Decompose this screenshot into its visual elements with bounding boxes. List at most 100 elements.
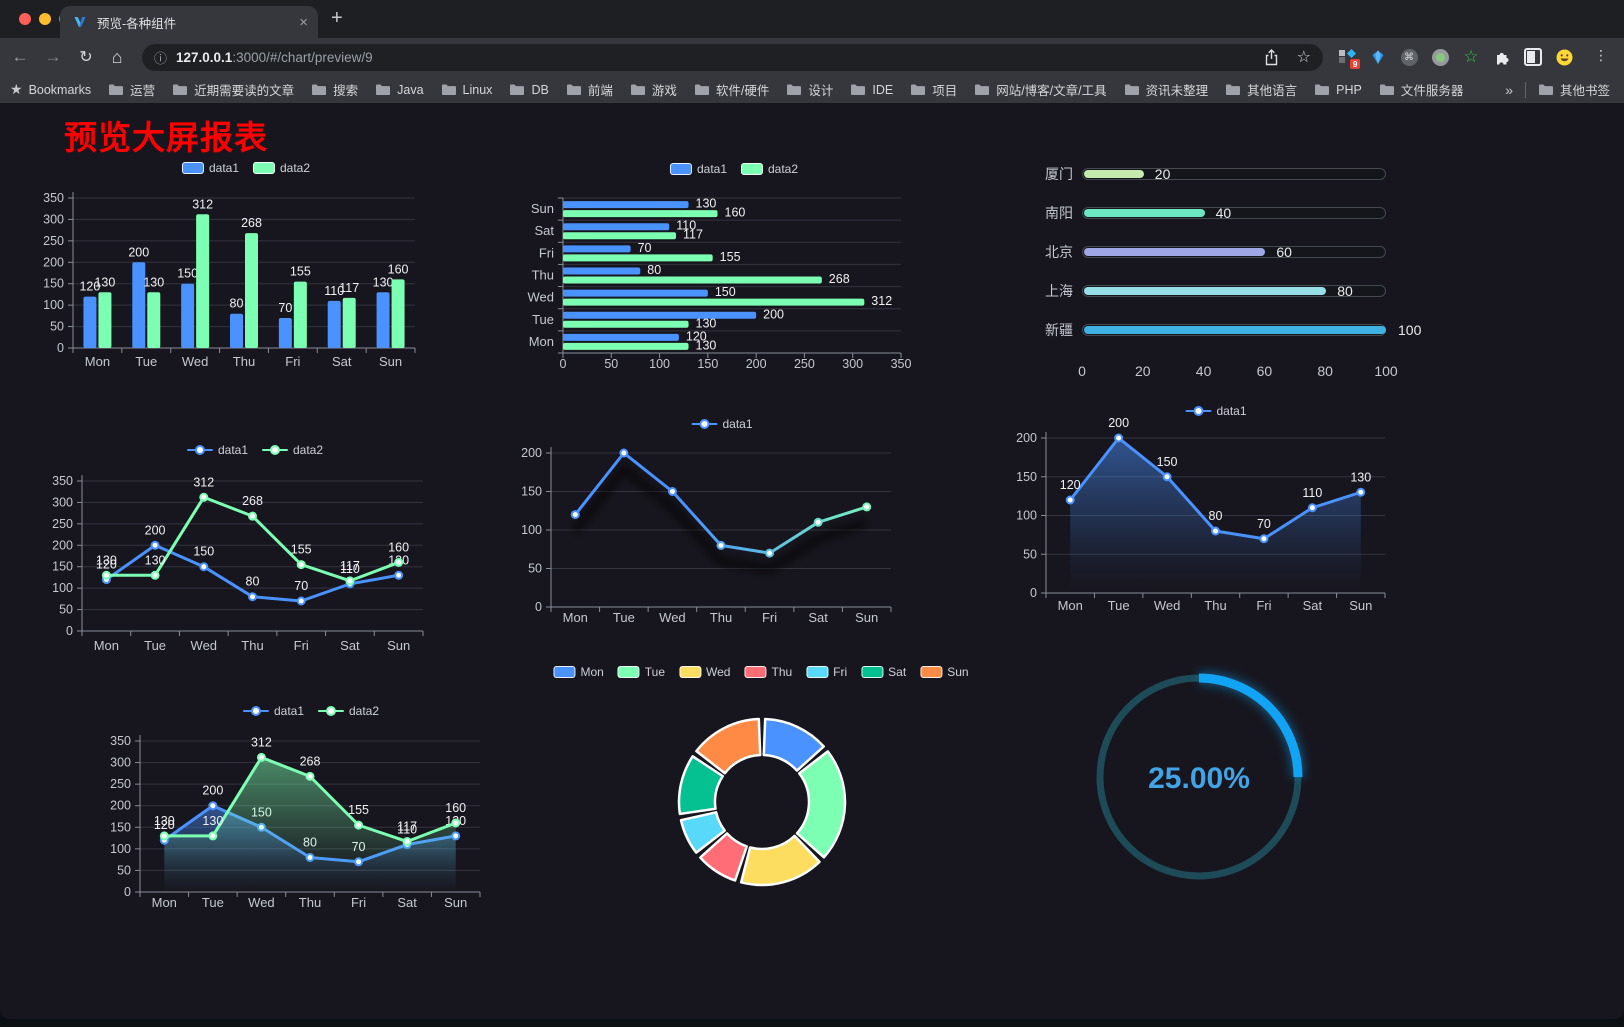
bookmark-item-11[interactable]: 项目 bbox=[910, 80, 957, 99]
svg-text:Mon: Mon bbox=[529, 334, 554, 349]
bookmark-item-7[interactable]: 游戏 bbox=[630, 80, 677, 99]
bookmarks-manager[interactable]: ★ Bookmarks bbox=[10, 81, 91, 98]
pie-slice-Sat[interactable] bbox=[677, 755, 725, 816]
extension-command-icon[interactable]: ⌘ bbox=[1400, 48, 1418, 66]
legend-item-Thu[interactable]: Thu bbox=[744, 665, 792, 679]
svg-text:300: 300 bbox=[842, 357, 863, 371]
progress-track-厦门 bbox=[1082, 168, 1386, 180]
legend-item-data1[interactable]: data1 bbox=[1185, 404, 1247, 418]
progress-label-1: 南阳 bbox=[1045, 205, 1073, 221]
window-close-button[interactable] bbox=[19, 13, 31, 25]
browser-menu-icon[interactable]: ⋮ bbox=[1594, 47, 1608, 63]
legend-item-data1[interactable]: data1 bbox=[186, 443, 248, 457]
extension-green-star-icon[interactable]: ☆ bbox=[1463, 47, 1479, 66]
pie-slice-Tue[interactable] bbox=[795, 750, 847, 859]
extension-puzzle-icon[interactable] bbox=[1493, 48, 1511, 66]
pie-slice-Sun[interactable] bbox=[695, 717, 762, 775]
chart-legend: data1 data2 bbox=[181, 161, 310, 175]
legend-item-data2[interactable]: data2 bbox=[741, 162, 798, 176]
chart-legend: data1 bbox=[1185, 404, 1247, 418]
progress-axis-tick: 0 bbox=[1078, 363, 1086, 379]
new-tab-button[interactable]: + bbox=[331, 7, 343, 29]
svg-text:Mon: Mon bbox=[152, 895, 177, 910]
svg-text:Mon: Mon bbox=[1058, 598, 1083, 613]
bookmark-item-0[interactable]: 运营 bbox=[108, 80, 155, 99]
bookmark-item-6[interactable]: 前端 bbox=[566, 80, 613, 99]
legend-item-data2[interactable]: data2 bbox=[262, 443, 323, 457]
svg-text:Fri: Fri bbox=[351, 895, 366, 910]
bookmark-item-14[interactable]: 其他语言 bbox=[1225, 80, 1297, 99]
svg-text:Sun: Sun bbox=[855, 610, 878, 625]
legend-item-Sat[interactable]: Sat bbox=[861, 665, 906, 679]
bookmark-item-15[interactable]: PHP bbox=[1314, 83, 1362, 97]
other-bookmarks[interactable]: 其他书签 bbox=[1538, 80, 1610, 99]
bookmark-item-2[interactable]: 搜索 bbox=[311, 80, 358, 99]
bookmark-item-10[interactable]: IDE bbox=[850, 83, 893, 97]
window-minimize-button[interactable] bbox=[39, 13, 51, 25]
pie-slice-Thu[interactable] bbox=[699, 832, 748, 882]
svg-text:250: 250 bbox=[43, 234, 64, 248]
extension-emoji-icon[interactable] bbox=[1555, 48, 1573, 66]
legend-item-data1[interactable]: data1 bbox=[181, 161, 239, 175]
share-icon[interactable] bbox=[1264, 49, 1279, 66]
legend-item-data2[interactable]: data2 bbox=[253, 161, 310, 175]
legend-item-Tue[interactable]: Tue bbox=[617, 665, 666, 679]
bookmark-item-3[interactable]: Java bbox=[375, 83, 424, 97]
svg-text:0: 0 bbox=[124, 885, 131, 899]
svg-text:Thu: Thu bbox=[299, 895, 321, 910]
svg-text:110: 110 bbox=[324, 284, 344, 298]
extension-contrast-icon[interactable] bbox=[1524, 48, 1542, 66]
progress-fill bbox=[1084, 209, 1205, 217]
bookmark-item-4[interactable]: Linux bbox=[441, 83, 492, 97]
svg-text:117: 117 bbox=[683, 228, 703, 242]
pie-slice-Wed[interactable] bbox=[739, 834, 821, 887]
legend-label: Thu bbox=[771, 665, 793, 679]
bookmark-item-13[interactable]: 资讯未整理 bbox=[1124, 80, 1208, 99]
legend-item-Fri[interactable]: Fri bbox=[806, 665, 847, 679]
svg-text:268: 268 bbox=[241, 216, 262, 230]
legend-marker bbox=[679, 666, 702, 678]
legend-item-data1[interactable]: data1 bbox=[242, 704, 304, 718]
progress-track-南阳 bbox=[1082, 207, 1386, 219]
bookmark-item-1[interactable]: 近期需要读的文章 bbox=[172, 80, 294, 99]
bookmark-item-12[interactable]: 网站/博客/文章/工具 bbox=[974, 80, 1107, 99]
address-bar[interactable]: ⓘ 127.0.0.1:3000/#/chart/preview/9 ☆ bbox=[142, 44, 1323, 71]
legend-item-Sun[interactable]: Sun bbox=[920, 665, 969, 679]
legend-marker bbox=[920, 666, 943, 678]
pie-slice-Mon[interactable] bbox=[762, 717, 825, 772]
progress-axis-tick: 60 bbox=[1256, 363, 1273, 379]
site-info-icon[interactable]: ⓘ bbox=[154, 51, 168, 66]
bookmark-item-5[interactable]: DB bbox=[509, 83, 549, 97]
bookmark-item-9[interactable]: 设计 bbox=[786, 80, 833, 99]
chart-city-progress: 厦门 20 南阳 40 北京 60 上海 80 新疆 100 0 20 40 60 80 100 bbox=[1000, 147, 1430, 389]
pie-slice-Fri[interactable] bbox=[679, 811, 726, 854]
extension-gem-icon[interactable] bbox=[1369, 48, 1387, 66]
legend-item-Mon[interactable]: Mon bbox=[553, 665, 604, 679]
bookmark-item-16[interactable]: 文件服务器 bbox=[1379, 80, 1464, 99]
progress-value: 20 bbox=[1154, 166, 1171, 182]
legend-label: Tue bbox=[644, 665, 666, 679]
chart-legend: data1 bbox=[691, 417, 753, 431]
chart-grouped-bar: data1 data2 0 50 100 150 200 250 300 350 Mon Tue Wed… bbox=[30, 147, 460, 389]
reload-icon[interactable]: ↻ bbox=[79, 49, 93, 66]
bookmark-star-icon[interactable]: ☆ bbox=[1296, 48, 1311, 66]
tab-close-icon[interactable]: × bbox=[299, 13, 308, 31]
bookmark-label: 文件服务器 bbox=[1400, 84, 1464, 98]
home-icon[interactable]: ⌂ bbox=[111, 46, 123, 67]
browser-tab[interactable]: 预览-各种组件 × bbox=[60, 6, 318, 38]
svg-text:130: 130 bbox=[154, 814, 175, 828]
svg-text:117: 117 bbox=[340, 559, 360, 573]
bookmarks-overflow-icon[interactable]: » bbox=[1505, 81, 1513, 98]
extension-pixel-icon[interactable]: 9 bbox=[1338, 48, 1360, 69]
bookmarks-bar: ★ Bookmarks 运营 近期需要读的文章 搜索 Java Linux DB 前端 游戏 软… bbox=[0, 76, 1624, 103]
back-icon[interactable]: ← bbox=[11, 47, 29, 66]
legend-item-Wed[interactable]: Wed bbox=[679, 665, 730, 679]
extension-green-dot-icon[interactable] bbox=[1431, 48, 1449, 66]
legend-item-data2[interactable]: data2 bbox=[318, 704, 379, 718]
legend-item-data1[interactable]: data1 bbox=[669, 162, 727, 176]
legend-item-data1[interactable]: data1 bbox=[691, 417, 753, 431]
forward-icon[interactable]: → bbox=[44, 47, 62, 66]
svg-text:120: 120 bbox=[1060, 478, 1081, 492]
bookmark-item-8[interactable]: 软件/硬件 bbox=[694, 80, 769, 99]
svg-text:Thu: Thu bbox=[241, 638, 263, 653]
